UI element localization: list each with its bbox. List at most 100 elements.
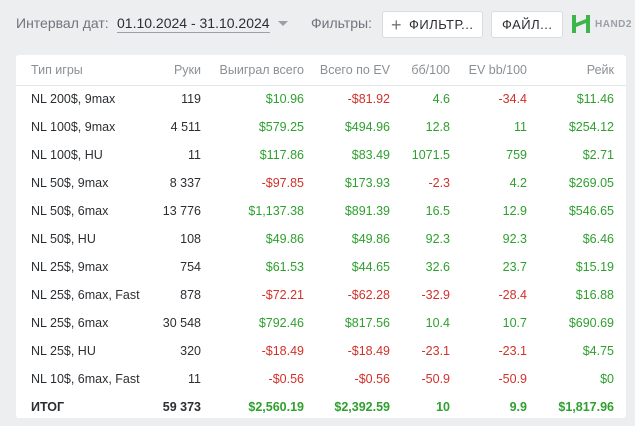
cell-bb100: -32.9 (421, 288, 451, 302)
cell-rake: $254.12 (568, 120, 614, 134)
cell-won-total: $2,560.19 (248, 400, 304, 414)
stats-table: Тип игры Руки Выиграл всего Всего по EV … (16, 55, 626, 421)
cell-rake: $546.65 (568, 204, 614, 218)
table-total-row[interactable]: ИТОГ 59 373 $2,560.19 $2,392.59 10 9.9 $1,817.… (16, 393, 626, 421)
cell-game-type: NL 25$, HU (31, 344, 96, 358)
column-header-ev-total[interactable]: Всего по EV (304, 55, 390, 86)
table-row[interactable]: NL 25$, 9max 754 $61.53 $44.65 32.6 23.7 $15.1… (16, 253, 626, 281)
stats-table-card: Тип игры Руки Выиграл всего Всего по EV … (16, 55, 626, 418)
cell-rake: $6.46 (582, 232, 614, 246)
logo: HAND2 (571, 14, 632, 34)
cell-ev-total: $44.65 (351, 260, 390, 274)
table-row[interactable]: NL 100$, HU 11 $117.86 $83.49 1071.5 759 $2.71 (16, 141, 626, 169)
cell-won-total: -$0.56 (268, 372, 304, 386)
cell-game-type: NL 50$, 6max (31, 204, 109, 218)
table-row[interactable]: NL 25$, 6max 30 548 $792.46 $817.56 10.4 10.7… (16, 309, 626, 337)
cell-hands: 11 (188, 372, 201, 386)
table-row[interactable]: NL 100$, 9max 4 511 $579.25 $494.96 12.8 11 $2… (16, 113, 626, 141)
plus-icon: + (391, 14, 403, 35)
cell-hands: 59 373 (162, 400, 201, 414)
cell-bb100: 92.3 (425, 232, 450, 246)
table-row[interactable]: NL 50$, 9max 8 337 -$97.85 $173.93 -2.3 4.2 $2… (16, 169, 626, 197)
cell-ev-bb100: 10.7 (502, 316, 527, 330)
cell-bb100: 10.4 (425, 316, 450, 330)
cell-ev-total: -$62.28 (347, 288, 390, 302)
filters-label: Фильтры: (311, 15, 372, 31)
cell-hands: 11 (188, 148, 201, 162)
cell-ev-bb100: -50.9 (498, 372, 528, 386)
table-row[interactable]: NL 50$, 6max 13 776 $1,137.38 $891.39 16.5 12… (16, 197, 626, 225)
cell-rake: $2.71 (582, 148, 614, 162)
cell-game-type: NL 100$, HU (31, 148, 103, 162)
cell-won-total: $61.53 (265, 260, 304, 274)
chevron-down-icon[interactable] (278, 21, 288, 26)
cell-ev-bb100: 759 (506, 148, 527, 162)
cell-ev-total: $173.93 (344, 176, 390, 190)
cell-bb100: -50.9 (421, 372, 451, 386)
table-row[interactable]: NL 50$, HU 108 $49.86 $49.86 92.3 92.3 $6.46 (16, 225, 626, 253)
cell-hands: 119 (181, 92, 201, 107)
cell-ev-bb100: -23.1 (498, 344, 528, 358)
column-header-bb100[interactable]: бб/100 (390, 55, 450, 86)
cell-won-total: -$97.85 (261, 176, 304, 190)
column-header-won-total[interactable]: Выиграл всего (201, 55, 304, 86)
add-filter-button[interactable]: + ФИЛЬТР... (382, 11, 483, 38)
cell-ev-total: -$0.56 (354, 372, 390, 386)
cell-bb100: 10 (436, 400, 450, 414)
cell-bb100: 32.6 (425, 260, 450, 274)
cell-ev-bb100: 9.9 (509, 400, 527, 414)
date-range-picker[interactable]: 01.10.2024 - 31.10.2024 (117, 15, 270, 33)
table-row[interactable]: NL 200$, 9max 119 $10.96 -$81.92 4.6 -34.4 $11… (16, 85, 626, 113)
cell-hands: 13 776 (162, 204, 201, 218)
cell-won-total: $10.96 (265, 92, 304, 107)
logo-text: HAND2 (595, 18, 632, 30)
cell-ev-total: -$81.92 (347, 92, 390, 107)
date-range-label: Интервал дат: (16, 15, 109, 31)
cell-hands: 878 (180, 288, 201, 302)
cell-hands: 320 (180, 344, 201, 358)
hand2note-logo-icon (572, 15, 590, 33)
cell-game-type: ИТОГ (31, 400, 65, 414)
cell-ev-total: $49.86 (351, 232, 390, 246)
file-button[interactable]: ФАЙЛ... (491, 11, 563, 38)
cell-ev-bb100: 23.7 (502, 260, 527, 274)
cell-rake: $16.88 (575, 288, 614, 302)
cell-game-type: NL 25$, 6max (31, 316, 109, 330)
table-row[interactable]: NL 25$, HU 320 -$18.49 -$18.49 -23.1 -23.1 $4.… (16, 337, 626, 365)
cell-ev-bb100: -34.4 (498, 92, 528, 107)
cell-game-type: NL 50$, HU (31, 232, 96, 246)
cell-rake: $11.46 (576, 92, 614, 107)
cell-ev-total: -$18.49 (347, 344, 390, 358)
cell-won-total: $49.86 (265, 232, 304, 246)
cell-game-type: NL 25$, 6max, Fast (31, 288, 140, 302)
cell-won-total: -$72.21 (261, 288, 304, 302)
cell-bb100: 16.5 (425, 204, 450, 218)
column-header-rake[interactable]: Рейк (527, 55, 626, 86)
cell-hands: 4 511 (170, 120, 201, 134)
cell-game-type: NL 25$, 9max (31, 260, 109, 274)
cell-game-type: NL 10$, 6max, Fast (31, 372, 140, 386)
column-header-game-type[interactable]: Тип игры (16, 55, 156, 86)
cell-game-type: NL 100$, 9max (31, 120, 116, 134)
cell-ev-bb100: 11 (514, 120, 527, 134)
cell-bb100: -2.3 (428, 176, 450, 190)
cell-ev-bb100: -28.4 (498, 288, 528, 302)
cell-rake: $4.75 (582, 344, 614, 358)
cell-bb100: -23.1 (421, 344, 451, 358)
column-header-ev-bb100[interactable]: EV bb/100 (450, 55, 527, 86)
file-button-label: ФАЙЛ... (502, 17, 553, 32)
table-row[interactable]: NL 10$, 6max, Fast 11 -$0.56 -$0.56 -50.9 -50… (16, 365, 626, 393)
cell-rake: $15.19 (575, 260, 614, 274)
cell-hands: 30 548 (162, 316, 201, 330)
cell-ev-total: $817.56 (344, 316, 390, 330)
cell-rake: $269.05 (568, 176, 614, 190)
cell-won-total: $792.46 (258, 316, 304, 330)
cell-won-total: $1,137.38 (248, 204, 304, 218)
cell-ev-total: $83.49 (351, 148, 390, 162)
cell-game-type: NL 50$, 9max (31, 176, 109, 190)
cell-hands: 108 (180, 232, 201, 246)
table-row[interactable]: NL 25$, 6max, Fast 878 -$72.21 -$62.28 -32.9… (16, 281, 626, 309)
column-header-hands[interactable]: Руки (156, 55, 201, 86)
cell-ev-total: $2,392.59 (334, 400, 390, 414)
cell-ev-bb100: 12.9 (502, 204, 527, 218)
